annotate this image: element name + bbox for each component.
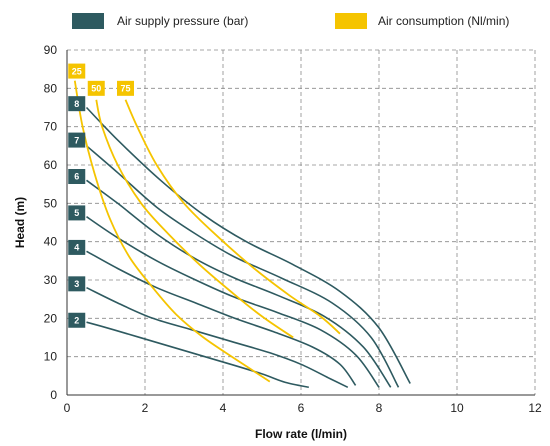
pressure-curve-2-bar: [86, 321, 309, 389]
y-tick-label: 10: [44, 350, 58, 364]
x-tick-label: 6: [298, 401, 305, 415]
consumption-badge-bg-75: [117, 80, 134, 96]
consumption-badge-label-50: 50: [91, 84, 101, 94]
consumption-badge-label-25: 25: [72, 66, 82, 76]
y-axis-title: Head (m): [13, 197, 27, 248]
pressure-badge-bg-3: [68, 276, 86, 292]
x-tick-label: 12: [528, 401, 542, 415]
y-tick-label: 80: [44, 81, 58, 95]
legend-label-pressure: Air supply pressure (bar): [117, 14, 248, 28]
x-tick-label: 8: [376, 401, 383, 415]
pressure-badge-label-2: 2: [74, 315, 79, 325]
legend-swatch-pressure: [72, 13, 104, 29]
pressure-curve-8-bar: [85, 106, 411, 384]
pressure-curve-6-bar: [86, 179, 392, 388]
x-tick-labels: 0 2 4 6 8 10 12: [64, 401, 542, 415]
series-badges: 2 3 4 5 6 7 8 25 50 75: [68, 63, 134, 328]
consumption-curve-50-nlmin: [95, 99, 294, 339]
y-tick-label: 60: [44, 158, 58, 172]
consumption-curve-75-nlmin: [124, 99, 341, 335]
x-axis-title: Flow rate (l/min): [255, 427, 347, 441]
x-tick-label: 10: [450, 401, 464, 415]
pressure-badge-bg-6: [68, 169, 86, 184]
pressure-curve-4-bar: [86, 250, 357, 386]
pressure-badge-label-3: 3: [74, 279, 79, 289]
consumption-badge-label-75: 75: [120, 84, 130, 94]
pressure-badge-bg-7: [68, 132, 86, 148]
legend-swatch-consumption: [335, 13, 367, 29]
y-tick-label: 40: [44, 235, 58, 249]
y-tick-labels: 0 10 20 30 40 50 60 70 80 90: [44, 43, 58, 402]
pressure-badge-bg-8: [68, 96, 86, 112]
pressure-badge-bg-2: [68, 312, 86, 328]
series-lines: [73, 80, 411, 389]
pressure-badge-bg-5: [68, 205, 86, 221]
pressure-badge-label-6: 6: [74, 172, 79, 182]
y-tick-label: 50: [44, 196, 58, 210]
x-tick-label: 2: [142, 401, 149, 415]
pressure-curve-7-bar: [85, 145, 400, 388]
x-tick-label: 0: [64, 401, 71, 415]
consumption-curve-25-nlmin: [73, 80, 271, 383]
y-tick-label: 20: [44, 311, 58, 325]
x-tick-label: 4: [220, 401, 227, 415]
y-tick-label: 0: [50, 388, 57, 402]
y-tick-label: 70: [44, 120, 58, 134]
pressure-badge-label-4: 4: [74, 243, 79, 253]
y-tick-label: 30: [44, 273, 58, 287]
legend: Air supply pressure (bar) Air consumptio…: [72, 13, 509, 29]
pressure-curve-3-bar: [86, 286, 349, 389]
legend-label-consumption: Air consumption (Nl/min): [378, 14, 509, 28]
grid: [67, 49, 536, 395]
pressure-curve-5-bar: [86, 216, 380, 388]
pressure-badge-label-5: 5: [74, 208, 79, 218]
pressure-badge-label-8: 8: [74, 99, 79, 109]
pressure-badge-label-7: 7: [74, 135, 79, 145]
y-tick-label: 90: [44, 43, 58, 57]
consumption-badge-bg-50: [87, 80, 105, 96]
axes: [66, 50, 535, 396]
pressure-badge-bg-4: [68, 239, 86, 255]
consumption-badge-bg-25: [68, 63, 86, 79]
